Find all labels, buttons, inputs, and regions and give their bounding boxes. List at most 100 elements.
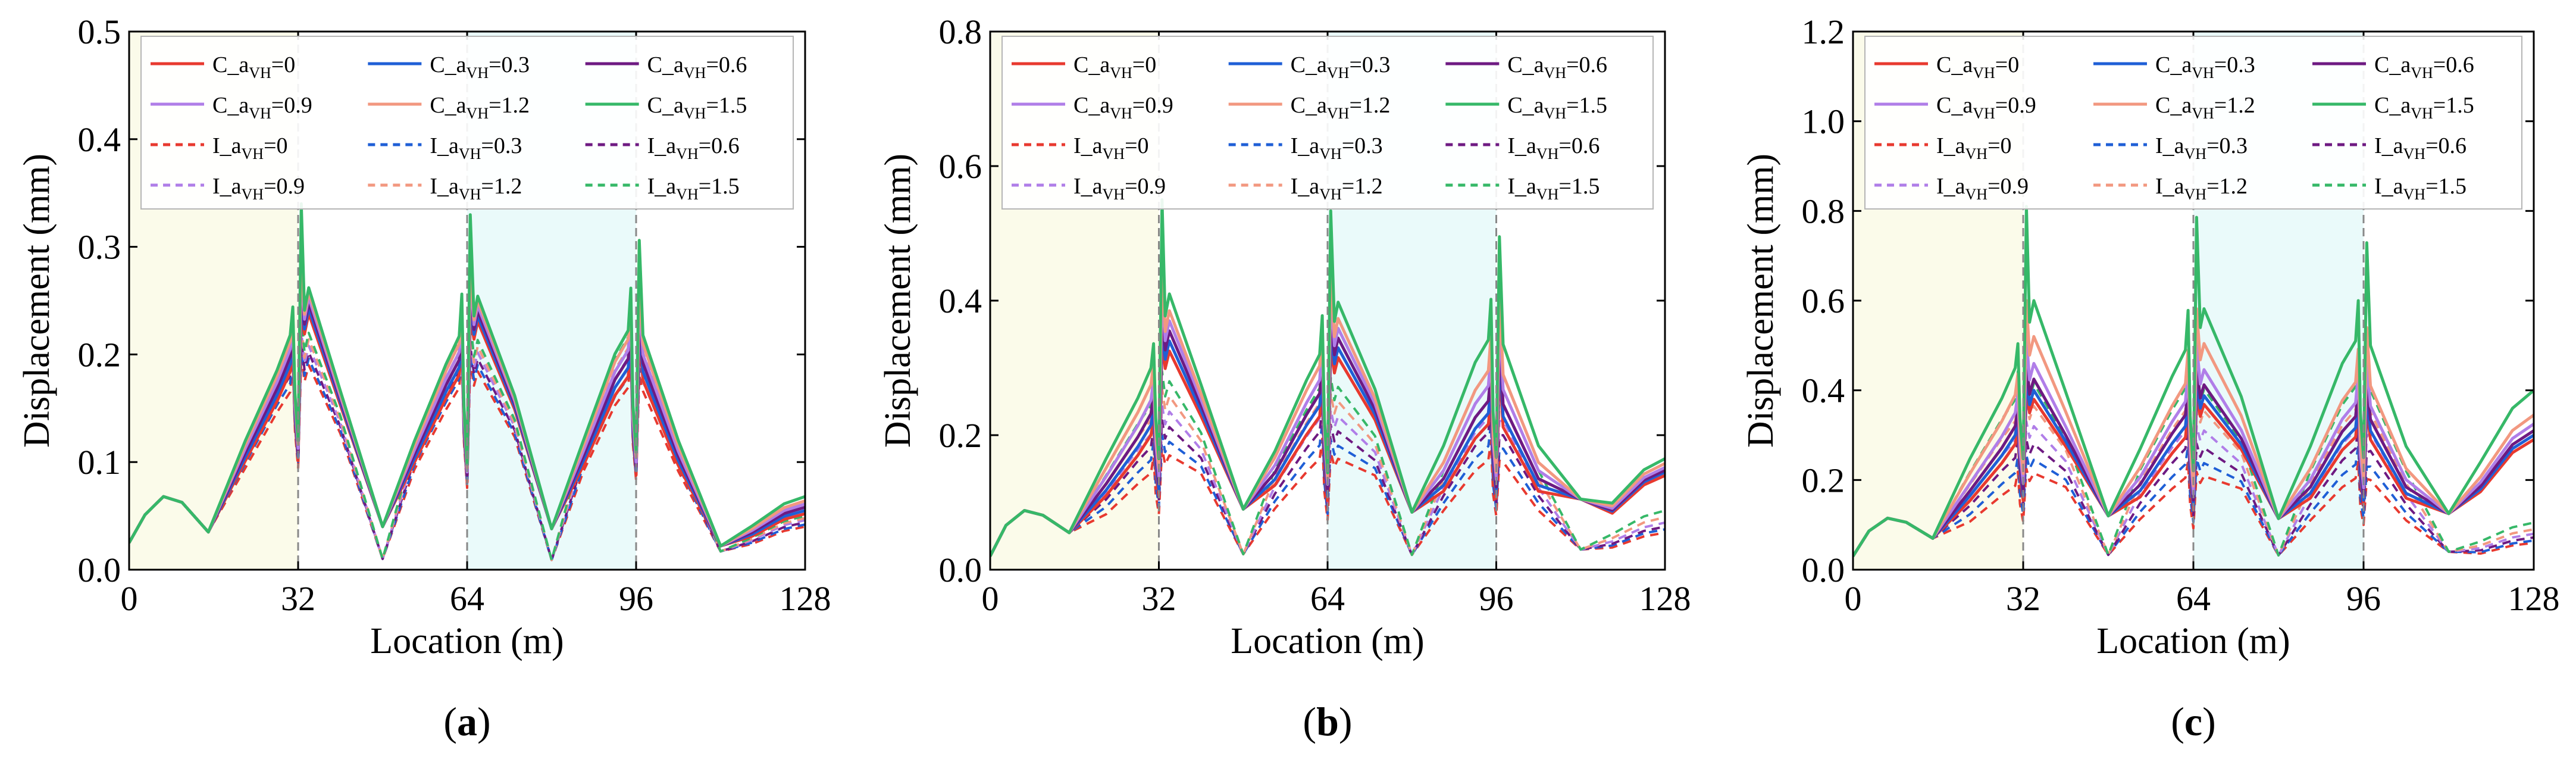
legend-label: C_aVH=0.3	[2155, 52, 2255, 82]
y-tick-label: 0.2	[1802, 461, 1845, 499]
legend-label: C_aVH=0.9	[212, 93, 312, 122]
legend-item: C_aVH=0.6	[2312, 52, 2474, 82]
legend-item: C_aVH=1.2	[1228, 93, 1390, 122]
legend: C_aVH=0 C_aVH=0.3 C_aVH=0.6 C_aVH=0.9 C_aVH=…	[140, 36, 794, 210]
legend-item: I_aVH=1.5	[1445, 174, 1600, 203]
legend-frame	[1864, 36, 2522, 210]
x-tick-label: 32	[2006, 579, 2040, 618]
legend-label: I_aVH=1.2	[2155, 174, 2248, 203]
legend-label: C_aVH=1.2	[2155, 93, 2255, 122]
chart-panel-a: 0 32 64 96 128 0.0 0.1 0.2 0.3 0.4 0.5 Location (m)…	[17, 13, 831, 744]
y-tick-label: 0.0	[1802, 551, 1845, 589]
legend-label: C_aVH=1.5	[2374, 93, 2474, 122]
legend-frame	[140, 36, 794, 210]
x-tick-label: 96	[2346, 579, 2381, 618]
legend-item: C_aVH=0	[151, 52, 295, 82]
y-tick-label: 0.0	[939, 551, 982, 589]
legend-label: C_aVH=0	[212, 52, 295, 82]
y-tick-label: 0.1	[78, 443, 121, 482]
legend-item: C_aVH=0.9	[1874, 93, 2036, 122]
legend-item: I_aVH=0.9	[1874, 174, 2029, 203]
legend-item: I_aVH=0.6	[1445, 133, 1600, 163]
legend-label: C_aVH=0.3	[1291, 52, 1391, 82]
legend-item: I_aVH=0	[151, 133, 288, 163]
legend-label: I_aVH=0.6	[1507, 133, 1600, 163]
legend-item: C_aVH=0	[1874, 52, 2019, 82]
legend-label: C_aVH=1.2	[430, 93, 530, 122]
legend-label: C_aVH=1.5	[647, 93, 747, 122]
x-tick-label: 32	[281, 579, 315, 618]
x-axis-label: Location (m)	[370, 621, 564, 661]
legend-item: I_aVH=1.2	[368, 174, 522, 203]
panel-caption: (b)	[1303, 699, 1352, 744]
plot-area	[1853, 205, 2534, 557]
y-tick-label: 0.0	[78, 551, 121, 589]
legend-item: I_aVH=0	[1874, 133, 2012, 163]
legend-label: I_aVH=0	[1073, 133, 1149, 163]
y-axis-label: Displacement (mm)	[1741, 154, 1781, 448]
legend-item: C_aVH=0.6	[1445, 52, 1607, 82]
legend-item: I_aVH=0.9	[151, 174, 305, 203]
legend-label: I_aVH=0	[1936, 133, 2012, 163]
legend-label: C_aVH=0.6	[1507, 52, 1607, 82]
legend-item: I_aVH=1.5	[2312, 174, 2467, 203]
x-axis-label: Location (m)	[1231, 621, 1424, 661]
legend-item: I_aVH=0.6	[585, 133, 740, 163]
x-tick-label: 96	[619, 579, 653, 618]
legend-item: C_aVH=1.5	[1445, 93, 1607, 122]
legend-item: C_aVH=0.3	[2093, 52, 2255, 82]
legend-item: C_aVH=0.9	[151, 93, 312, 122]
series-line	[129, 202, 805, 548]
legend: C_aVH=0 C_aVH=0.3 C_aVH=0.6 C_aVH=0.9 C_aVH=…	[1001, 36, 1654, 210]
legend-item: I_aVH=1.5	[585, 174, 740, 203]
legend-item: I_aVH=0.9	[1012, 174, 1166, 203]
legend-item: C_aVH=1.5	[2312, 93, 2474, 122]
chart-panel-c: 0 32 64 96 128 0.0 0.2 0.4 0.6 0.8 1.0 1.2 Location …	[1741, 13, 2560, 744]
series-line	[990, 198, 1665, 557]
y-axis-label: Displacement (mm)	[878, 154, 918, 448]
legend-label: C_aVH=0	[1936, 52, 2019, 82]
y-tick-label: 0.4	[1802, 371, 1845, 410]
panel-caption: (a)	[443, 699, 490, 744]
chart-panel-b: 0 32 64 96 128 0.0 0.2 0.4 0.6 0.8 Location (m) Dis…	[878, 13, 1691, 744]
legend-item: I_aVH=0.3	[2093, 133, 2248, 163]
legend-label: I_aVH=0.3	[430, 133, 522, 163]
x-tick-label: 128	[1639, 579, 1691, 618]
legend-label: C_aVH=0.9	[1073, 93, 1173, 122]
legend-label: C_aVH=1.5	[1507, 93, 1607, 122]
x-tick-label: 96	[1479, 579, 1514, 618]
legend-label: I_aVH=1.5	[1507, 174, 1600, 203]
legend-label: I_aVH=1.5	[647, 174, 740, 203]
y-axis-label: Displacement (mm)	[17, 154, 57, 448]
legend-label: I_aVH=0.3	[1291, 133, 1383, 163]
legend-item: I_aVH=0	[1012, 133, 1149, 163]
y-tick-label: 1.0	[1802, 102, 1845, 141]
x-tick-label: 64	[1310, 579, 1345, 618]
series-line	[1853, 205, 2534, 557]
legend-item: I_aVH=1.2	[2093, 174, 2248, 203]
legend-label: I_aVH=1.2	[430, 174, 522, 203]
legend-item: I_aVH=0.6	[2312, 133, 2467, 163]
legend-item: C_aVH=0.9	[1012, 93, 1173, 122]
x-tick-label: 64	[2176, 579, 2211, 618]
legend-label: I_aVH=0.6	[647, 133, 740, 163]
x-tick-label: 0	[1845, 579, 1862, 618]
x-tick-label: 0	[121, 579, 138, 618]
legend-label: C_aVH=0.9	[1936, 93, 2036, 122]
y-tick-label: 1.2	[1802, 13, 1845, 51]
x-tick-label: 128	[780, 579, 831, 618]
legend-label: I_aVH=0.9	[1073, 174, 1166, 203]
legend-label: I_aVH=0.9	[1936, 174, 2029, 203]
legend-item: I_aVH=0.3	[1228, 133, 1383, 163]
y-tick-label: 0.5	[78, 13, 121, 51]
y-tick-label: 0.2	[78, 335, 121, 374]
y-tick-label: 0.6	[939, 147, 982, 186]
x-tick-label: 64	[450, 579, 484, 618]
legend: C_aVH=0 C_aVH=0.3 C_aVH=0.6 C_aVH=0.9 C_aVH=…	[1864, 36, 2522, 210]
legend-label: I_aVH=0.3	[2155, 133, 2248, 163]
x-tick-label: 0	[982, 579, 999, 618]
y-tick-label: 0.4	[939, 282, 982, 320]
legend-item: I_aVH=0.3	[368, 133, 522, 163]
